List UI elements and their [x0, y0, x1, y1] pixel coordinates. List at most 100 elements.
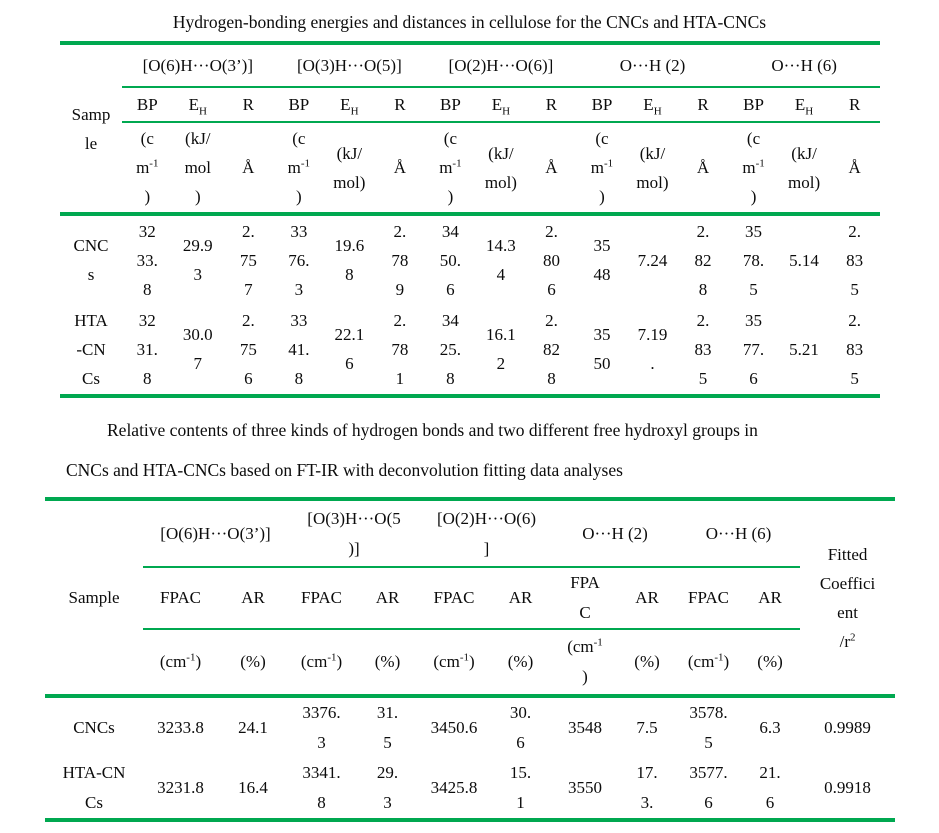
col-header: FPAC [677, 567, 741, 630]
col-header: FPAC [420, 567, 489, 630]
unit-label: (cm-1) [143, 629, 218, 698]
col-header: EH [475, 87, 527, 123]
table-row-hta-cncs: HTA -CN Cs 32 31. 8 30.0 7 2. 75 6 33 41. 8 22.1 6… [60, 304, 880, 396]
unit-label: (%) [740, 629, 801, 698]
data-cell: 5.14 [789, 250, 819, 270]
unit-label: Å [829, 122, 880, 216]
data-cell: 14.3 4 [486, 236, 516, 284]
data-cell: 19.6 8 [334, 236, 365, 284]
group-header-row: Sample [O(6)H···O(3’)] [O(3)H···O(5)] [O… [45, 499, 896, 698]
sample-column-header: Sample [45, 499, 143, 698]
data-cell: 3548 [568, 718, 603, 737]
col-header: FPAC [143, 567, 218, 630]
data-cell: 3231.8 [157, 778, 204, 797]
table-row-cncs: CNCs 3233.8 24.1 3376. 3 31. 5 3450.6 30. 6… [45, 696, 895, 758]
data-cell: 2. 83 5 [694, 310, 712, 388]
unit-label: Å [223, 122, 274, 216]
col-header: AR [355, 567, 421, 630]
data-cell: 29.9 3 [182, 236, 213, 284]
data-cell: 7.5 [636, 718, 658, 737]
data-cell: 3450.6 [430, 718, 478, 737]
data-cell: 2. 80 6 [542, 221, 560, 299]
col-header: R [526, 87, 577, 123]
data-cell: 16.4 [238, 778, 268, 797]
group-header: [O(3)H···O(5)] [288, 499, 421, 568]
col-header: AR [218, 567, 289, 630]
col-header: AR [488, 567, 554, 630]
unit-label: (%) [218, 629, 289, 698]
data-cell: 2. 82 8 [694, 221, 712, 299]
group-header: O···H (2) [576, 43, 729, 88]
row-label: CNCs [73, 718, 115, 737]
data-cell: 2. 83 5 [846, 221, 864, 299]
unit-label: (%) [488, 629, 554, 698]
col-header: EH [172, 87, 224, 123]
unit-label: (cm-1) [677, 629, 741, 698]
unit-label: (%) [355, 629, 421, 698]
data-cell: 30. 6 [509, 703, 532, 752]
column-header-row: BP EH R BP EH R BP EH R BP EH R BP EH R [60, 87, 880, 123]
data-cell: 7.19. [637, 325, 668, 373]
data-cell: 3341.8 [302, 763, 341, 812]
group-header: [O(3)H···O(5)] [273, 43, 426, 88]
group-header: [O(2)H···O(6)] [420, 499, 554, 568]
group-header: [O(2)H···O(6)] [425, 43, 577, 88]
col-header: R [677, 87, 729, 123]
col-header: EH [778, 87, 830, 123]
unit-label: (cm-1) [420, 629, 489, 698]
table-row-hta-cncs: HTA-CN Cs 3231.8 16.4 3341. 8 29. 3 3425.8 … [45, 758, 895, 820]
data-cell: 31. 5 [376, 703, 399, 752]
data-cell: 22.1 6 [334, 325, 365, 373]
unit-label: (kJ/mol) [778, 122, 830, 216]
col-header: AR [740, 567, 801, 630]
group-header: O···H (2) [553, 499, 678, 568]
units-row: (cm-1) (%) (cm-1) (%) (cm-1) (%) (cm-1) … [45, 629, 895, 698]
data-cell: 15. 1 [509, 763, 532, 812]
data-cell: 21. 6 [759, 763, 781, 812]
data-cell: 0.9918 [824, 778, 871, 797]
data-cell: 7.24 [637, 250, 668, 270]
data-cell: 3578.5 [689, 703, 728, 752]
col-header: BP [122, 87, 173, 123]
data-cell: 0.9989 [824, 718, 871, 737]
group-header: [O(6)H···O(3’)] [143, 499, 289, 568]
hbond-energy-table: Samp le [O(6)H···O(3’)] [O(3)H···O(5)] [O… [60, 41, 880, 398]
table2-caption-line2: CNCs and HTA-CNCs based on FT-IR with de… [66, 460, 623, 480]
col-header: BP [425, 87, 476, 123]
data-cell: 2. 83 5 [846, 310, 864, 388]
data-cell: 2. 75 6 [239, 310, 257, 388]
unit-label: (kJ/mol) [627, 122, 678, 216]
table2-caption-line1: Relative contents of three kinds of hydr… [107, 420, 758, 440]
col-header: R [374, 87, 426, 123]
data-cell: 3425.8 [430, 778, 478, 797]
data-cell: 2. 82 8 [542, 310, 560, 388]
data-cell: 5.21 [789, 339, 819, 359]
unit-label: (cm-1) [553, 629, 618, 698]
unit-label: Å [677, 122, 729, 216]
col-header: EH [324, 87, 375, 123]
col-header: EH [627, 87, 678, 123]
data-cell: 16.1 2 [486, 325, 516, 373]
group-header: [O(6)H···O(3’)] [122, 43, 274, 88]
data-cell: 3550 [568, 778, 603, 797]
col-header: FPAC [288, 567, 356, 630]
unit-label: Å [374, 122, 426, 216]
unit-label: Å [526, 122, 577, 216]
